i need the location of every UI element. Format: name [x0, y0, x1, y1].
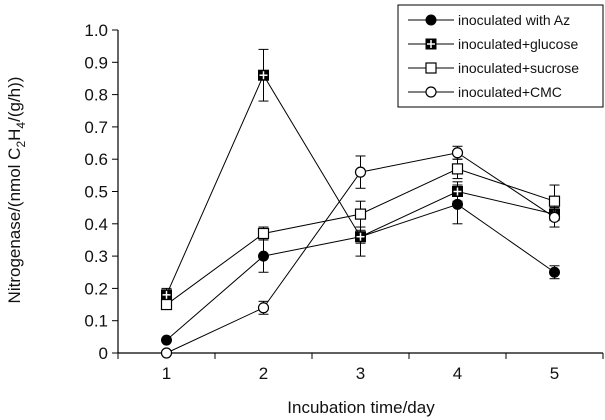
data-point — [160, 347, 173, 359]
legend-marker — [425, 38, 437, 50]
y-tick-label: 0.3 — [84, 247, 108, 266]
y-tick-label: 0.4 — [84, 215, 108, 234]
y-tick-label: 0.7 — [84, 118, 108, 137]
marker-shape — [160, 347, 173, 359]
data-point — [161, 289, 172, 301]
series-layer — [160, 48, 561, 359]
y-tick-label: 0.5 — [84, 183, 108, 202]
marker-shape — [160, 298, 173, 311]
y-tick-label: 0.6 — [84, 150, 108, 169]
marker-shape — [451, 147, 464, 159]
x-axis-title: Incubation time/day — [287, 398, 435, 417]
data-point — [549, 266, 560, 278]
x-tick-label: 1 — [162, 364, 171, 383]
legend: inoculated with Az inoculated+glucose inoc… — [397, 4, 604, 108]
data-point — [258, 69, 269, 81]
marker-shape — [548, 195, 561, 207]
legend-marker — [425, 62, 437, 74]
legend-entry: inoculated+sucrose — [408, 60, 579, 76]
data-point — [451, 147, 464, 159]
data-point — [257, 302, 270, 314]
y-axis-title: Nitrogenase/(nmol C2H4/(g/h)) — [5, 77, 28, 304]
x-tick-label: 4 — [453, 364, 462, 383]
data-point — [160, 298, 173, 311]
legend-label: inoculated with Az — [458, 12, 570, 28]
data-point — [161, 334, 172, 346]
marker-shape — [354, 166, 367, 178]
x-tick-label: 5 — [550, 364, 559, 383]
marker-shape — [258, 250, 269, 262]
legend-entry: inoculated with Az — [408, 12, 570, 28]
data-point — [451, 163, 464, 175]
y-axis-title-part-h: H — [5, 129, 24, 141]
legend-entry: inoculated+glucose — [408, 36, 578, 52]
legend-entry: inoculated+CMC — [408, 84, 562, 100]
y-axis-title-part-end: /(g/h)) — [5, 77, 24, 122]
marker-shape — [451, 163, 464, 175]
y-tick-label: 0.8 — [84, 86, 108, 105]
data-point — [355, 231, 366, 243]
marker-shape — [354, 208, 367, 220]
data-point — [452, 186, 463, 197]
marker-shape — [425, 14, 437, 26]
data-point — [258, 250, 269, 262]
y-axis-title-part-1: Nitrogenase/(nmol C — [5, 148, 24, 304]
series-4 — [160, 145, 561, 359]
marker-shape — [425, 86, 437, 98]
ticks: 0 0.1 0.2 0.3 0.4 0.5 0.6 0.7 0.8 0.9 1.0 1 2 3 4 5 — [84, 21, 604, 383]
marker-shape — [257, 302, 270, 314]
marker-shape — [425, 62, 437, 74]
y-tick-label: 1.0 — [84, 21, 108, 40]
y-tick-label: 0.2 — [84, 279, 108, 298]
y-axis-title-sub-4: 4 — [14, 122, 28, 129]
y-tick-label: 0 — [99, 344, 108, 363]
x-tick-label: 3 — [356, 364, 365, 383]
x-tick-label: 2 — [259, 364, 268, 383]
y-tick-label: 0.9 — [84, 53, 108, 72]
series-3 — [160, 158, 561, 311]
data-point — [548, 195, 561, 207]
y-axis-title-sub-2: 2 — [14, 141, 28, 148]
marker-shape — [161, 334, 172, 346]
data-point — [354, 166, 367, 178]
marker-shape — [257, 227, 270, 240]
legend-label: inoculated+glucose — [458, 36, 578, 52]
data-point — [548, 211, 561, 223]
legend-label: inoculated+CMC — [458, 84, 562, 100]
data-point — [354, 208, 367, 220]
y-tick-label: 0.1 — [84, 312, 108, 331]
legend-marker — [425, 14, 437, 26]
legend-label: inoculated+sucrose — [458, 60, 579, 76]
legend-marker — [425, 86, 437, 98]
data-point — [257, 227, 270, 240]
marker-shape — [548, 211, 561, 223]
marker-shape — [549, 266, 560, 278]
